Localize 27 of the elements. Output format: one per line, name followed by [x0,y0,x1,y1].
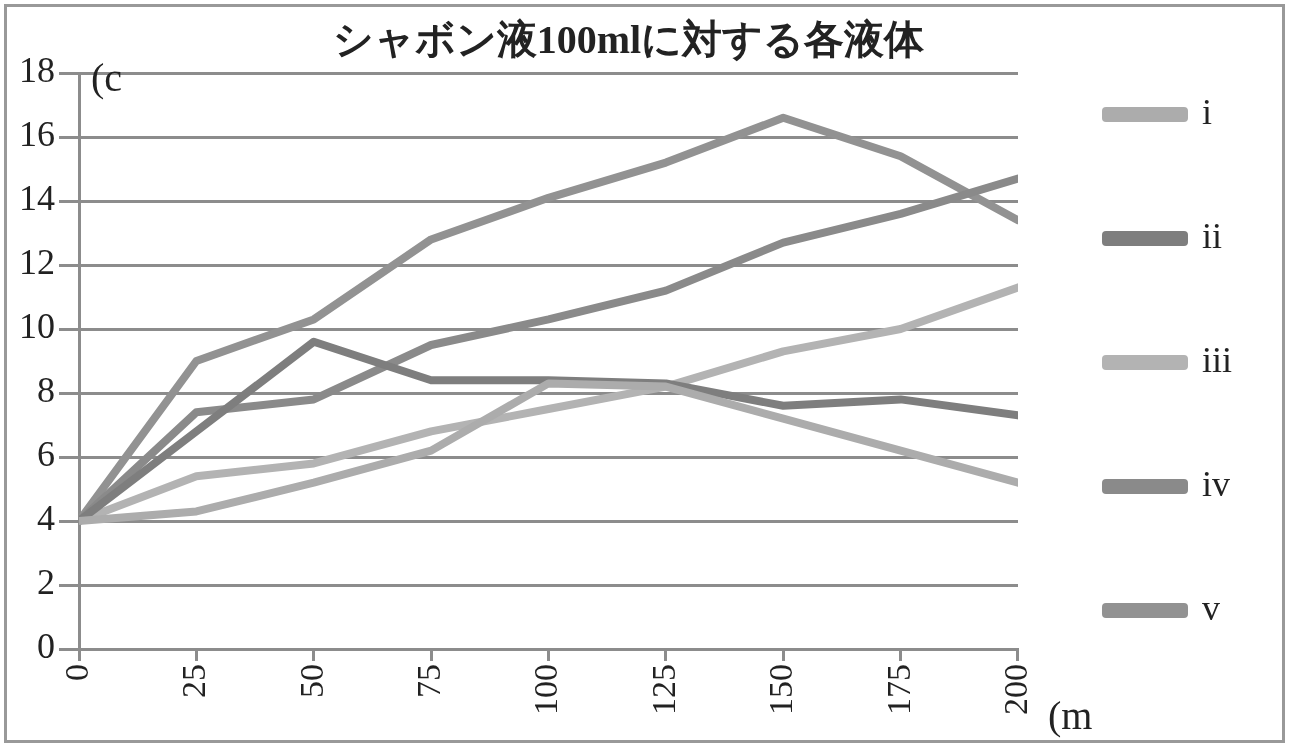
y-tick-label: 10 [19,306,55,347]
x-tick-label: 75 [410,664,448,698]
legend-label: i [1201,91,1213,132]
y-tick-label: 8 [37,370,55,411]
y-tick-label: 14 [19,178,55,219]
legend-label: v [1201,587,1220,628]
x-tick-label: 150 [762,664,800,715]
y-tick-label: 0 [37,626,55,667]
legend-label: ii [1201,215,1223,256]
y-axis-title: (c [91,55,123,100]
legend-label: iv [1201,463,1231,504]
legend-label: iii [1201,339,1233,380]
y-tick-label: 12 [19,242,55,283]
x-axis-title: (m [1047,693,1093,738]
y-tick-label: 16 [19,114,55,155]
x-tick-label: 175 [879,664,917,715]
y-tick-label: 6 [37,434,55,475]
x-tick-label: 50 [292,664,330,698]
y-tick-label: 2 [37,562,55,603]
x-tick-label: 200 [996,664,1034,715]
x-tick-label: 100 [527,664,565,715]
x-tick-label: 0 [57,664,95,681]
x-tick-label: 125 [644,664,682,715]
y-tick-label: 4 [37,498,55,539]
y-tick-label: 18 [19,50,55,91]
x-tick-label: 25 [175,664,213,698]
chart-title: シャボン液100mlに対する各液体 [332,17,926,63]
